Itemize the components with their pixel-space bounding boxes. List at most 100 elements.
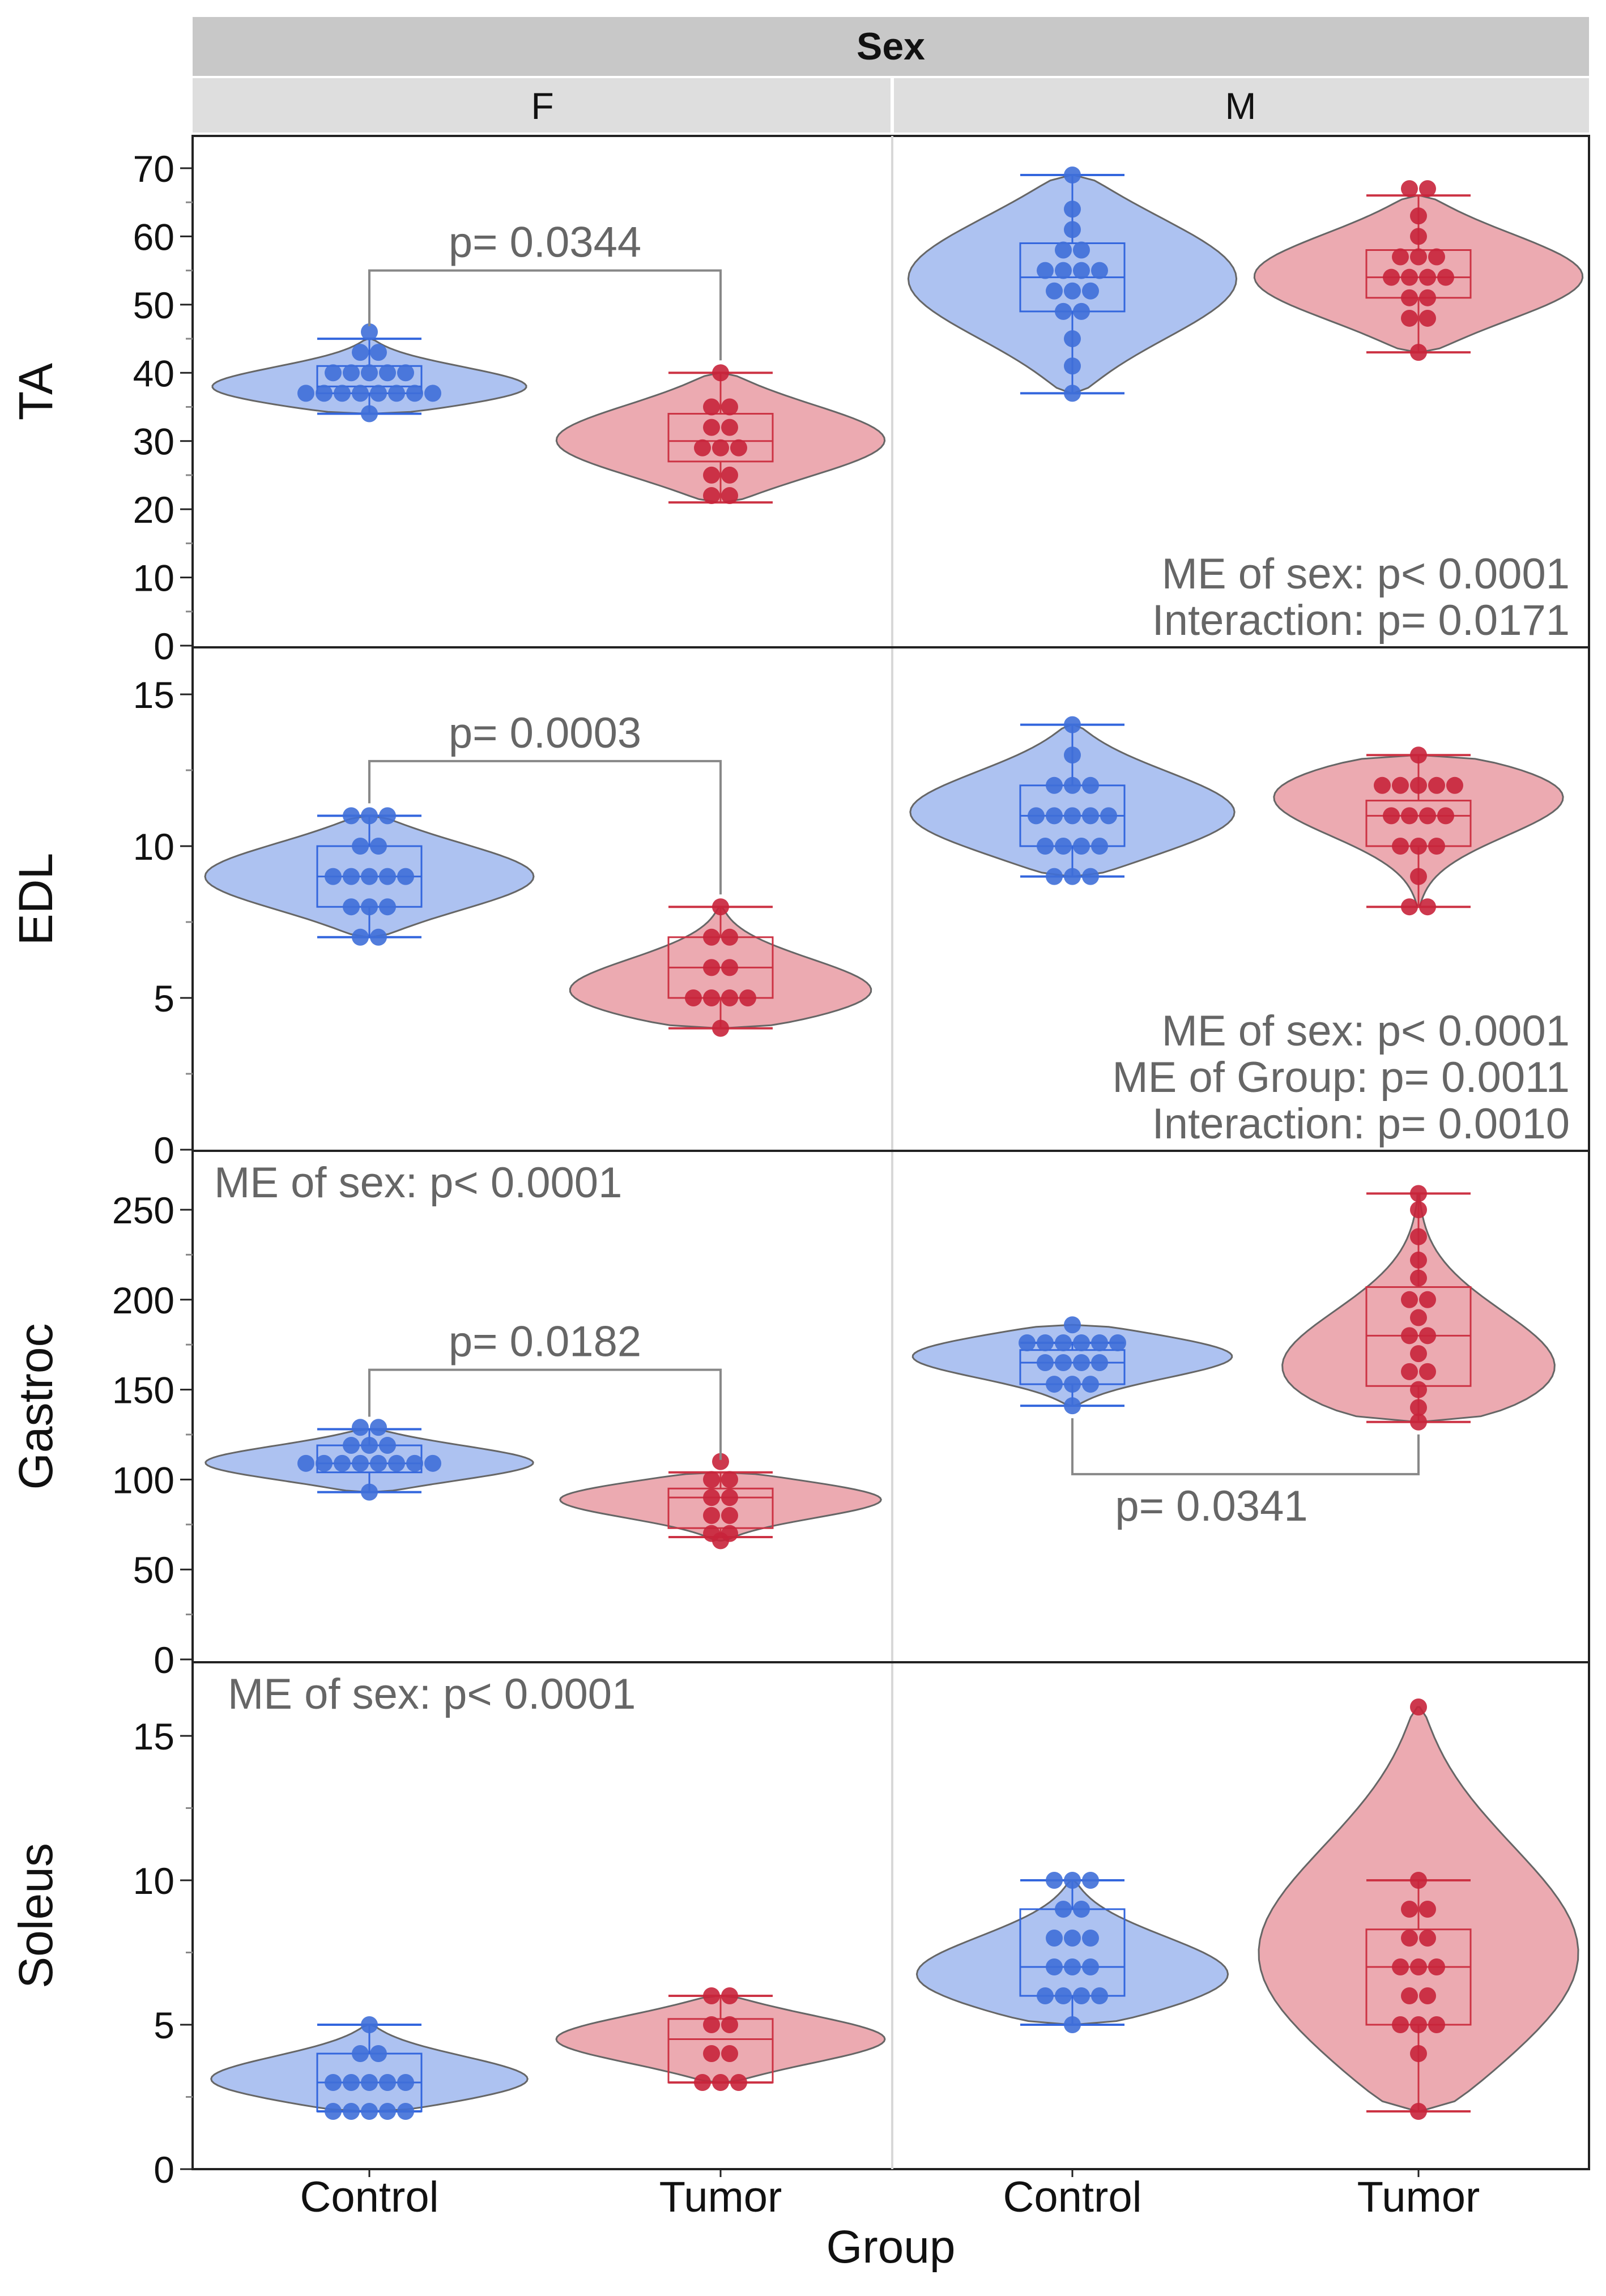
data-point-control	[1064, 385, 1081, 402]
data-point-control	[1064, 1872, 1081, 1889]
data-point-tumor	[1410, 248, 1427, 266]
data-point-control	[379, 898, 396, 916]
data-point-control	[1064, 1316, 1081, 1334]
data-point-control	[1064, 2016, 1081, 2033]
data-point-tumor	[703, 419, 720, 436]
data-point-control	[361, 323, 378, 341]
data-point-control	[1037, 262, 1054, 279]
data-point-control	[1091, 262, 1108, 279]
data-point-tumor	[1410, 838, 1427, 855]
y-axis-title-soleus: Soleus	[9, 1843, 62, 1988]
data-point-tumor	[721, 466, 738, 484]
iqr-box	[667, 1487, 774, 1529]
data-point-control	[352, 1419, 369, 1436]
data-point-tumor	[1419, 1291, 1436, 1308]
data-point-tumor	[1428, 838, 1445, 855]
data-point-control	[1046, 1872, 1063, 1889]
data-point-control	[1082, 776, 1099, 794]
data-point-tumor	[1392, 1958, 1409, 1975]
data-point-control	[379, 2074, 396, 2091]
y-tick-label: 50	[133, 1549, 174, 1591]
significance-bracket	[368, 269, 722, 361]
data-point-control	[361, 1483, 378, 1501]
data-point-tumor	[1419, 898, 1436, 916]
data-point-control	[361, 868, 378, 885]
significance-bracket	[1071, 1418, 1420, 1475]
data-point-control	[1064, 330, 1081, 348]
data-point-tumor	[1410, 776, 1427, 794]
data-point-control	[1046, 1930, 1063, 1947]
data-point-control	[1055, 1987, 1072, 2004]
x-tick-label-tumor: Tumor	[1357, 2173, 1480, 2221]
data-point-tumor	[721, 1471, 738, 1488]
data-point-control	[325, 364, 342, 382]
x-axis-title: Group	[827, 2221, 956, 2273]
data-point-control	[361, 364, 378, 382]
data-point-tumor	[1410, 1958, 1427, 1975]
data-point-tumor	[1410, 2103, 1427, 2120]
data-point-control	[1073, 1334, 1090, 1352]
data-point-control	[1055, 1354, 1072, 1371]
data-point-tumor	[1401, 807, 1418, 825]
y-tick-label: 30	[133, 421, 174, 463]
data-point-control	[1091, 1334, 1108, 1352]
y-tick-label: 250	[112, 1189, 174, 1231]
data-point-tumor	[1419, 289, 1436, 306]
data-point-control	[325, 2074, 342, 2091]
data-point-control	[361, 2074, 378, 2091]
y-axis-title-edl: EDL	[9, 853, 62, 945]
data-point-control	[352, 1454, 369, 1472]
data-point-control	[388, 1454, 405, 1472]
data-point-tumor	[721, 2016, 738, 2033]
y-tick-label: 50	[133, 284, 174, 326]
data-point-control	[316, 1454, 333, 1472]
y-tick-label: 10	[133, 1860, 174, 1902]
data-point-tumor	[721, 989, 738, 1006]
y-tick-label: 0	[154, 2149, 174, 2191]
data-point-control	[379, 2103, 396, 2120]
y-tick-label: 20	[133, 489, 174, 531]
data-point-tumor	[1428, 776, 1445, 794]
data-point-tumor	[1419, 1901, 1436, 1918]
bracket-p-value: p= 0.0344	[449, 219, 641, 267]
data-point-control	[1064, 746, 1081, 764]
data-point-tumor	[694, 439, 711, 456]
data-point-control	[361, 2016, 378, 2033]
data-point-control	[379, 364, 396, 382]
data-point-control	[343, 2074, 360, 2091]
data-point-tumor	[721, 398, 738, 416]
x-tick-label-control: Control	[300, 2173, 439, 2221]
data-point-control	[343, 898, 360, 916]
data-point-tumor	[703, 1489, 720, 1507]
data-point-tumor	[1410, 1251, 1427, 1269]
data-point-tumor	[703, 2045, 720, 2062]
data-point-control	[352, 928, 369, 946]
data-point-tumor	[721, 1507, 738, 1524]
data-point-tumor	[712, 1019, 729, 1037]
data-point-control	[1100, 807, 1117, 825]
data-point-control	[1073, 302, 1090, 320]
data-point-control	[352, 2045, 369, 2062]
y-tick-label: 0	[154, 625, 174, 667]
data-point-tumor	[1392, 838, 1409, 855]
data-point-tumor	[685, 989, 702, 1006]
data-point-tumor	[1401, 1901, 1418, 1918]
data-point-control	[343, 868, 360, 885]
data-point-tumor	[703, 959, 720, 976]
data-point-tumor	[1410, 207, 1427, 225]
data-point-tumor	[1437, 268, 1454, 286]
data-point-tumor	[1419, 309, 1436, 327]
data-point-control	[361, 2103, 378, 2120]
data-point-control	[1037, 1987, 1054, 2004]
data-point-tumor	[703, 1507, 720, 1524]
data-point-tumor	[1410, 1269, 1427, 1287]
data-point-tumor	[703, 1987, 720, 2004]
data-point-tumor	[1410, 1185, 1427, 1202]
effect-note: ME of Group: p= 0.0011	[1112, 1053, 1570, 1102]
data-point-tumor	[1401, 309, 1418, 327]
data-point-control	[297, 385, 314, 402]
data-point-control	[1064, 1397, 1081, 1415]
data-point-control	[1073, 262, 1090, 279]
bracket-p-value: p= 0.0341	[1115, 1482, 1307, 1530]
